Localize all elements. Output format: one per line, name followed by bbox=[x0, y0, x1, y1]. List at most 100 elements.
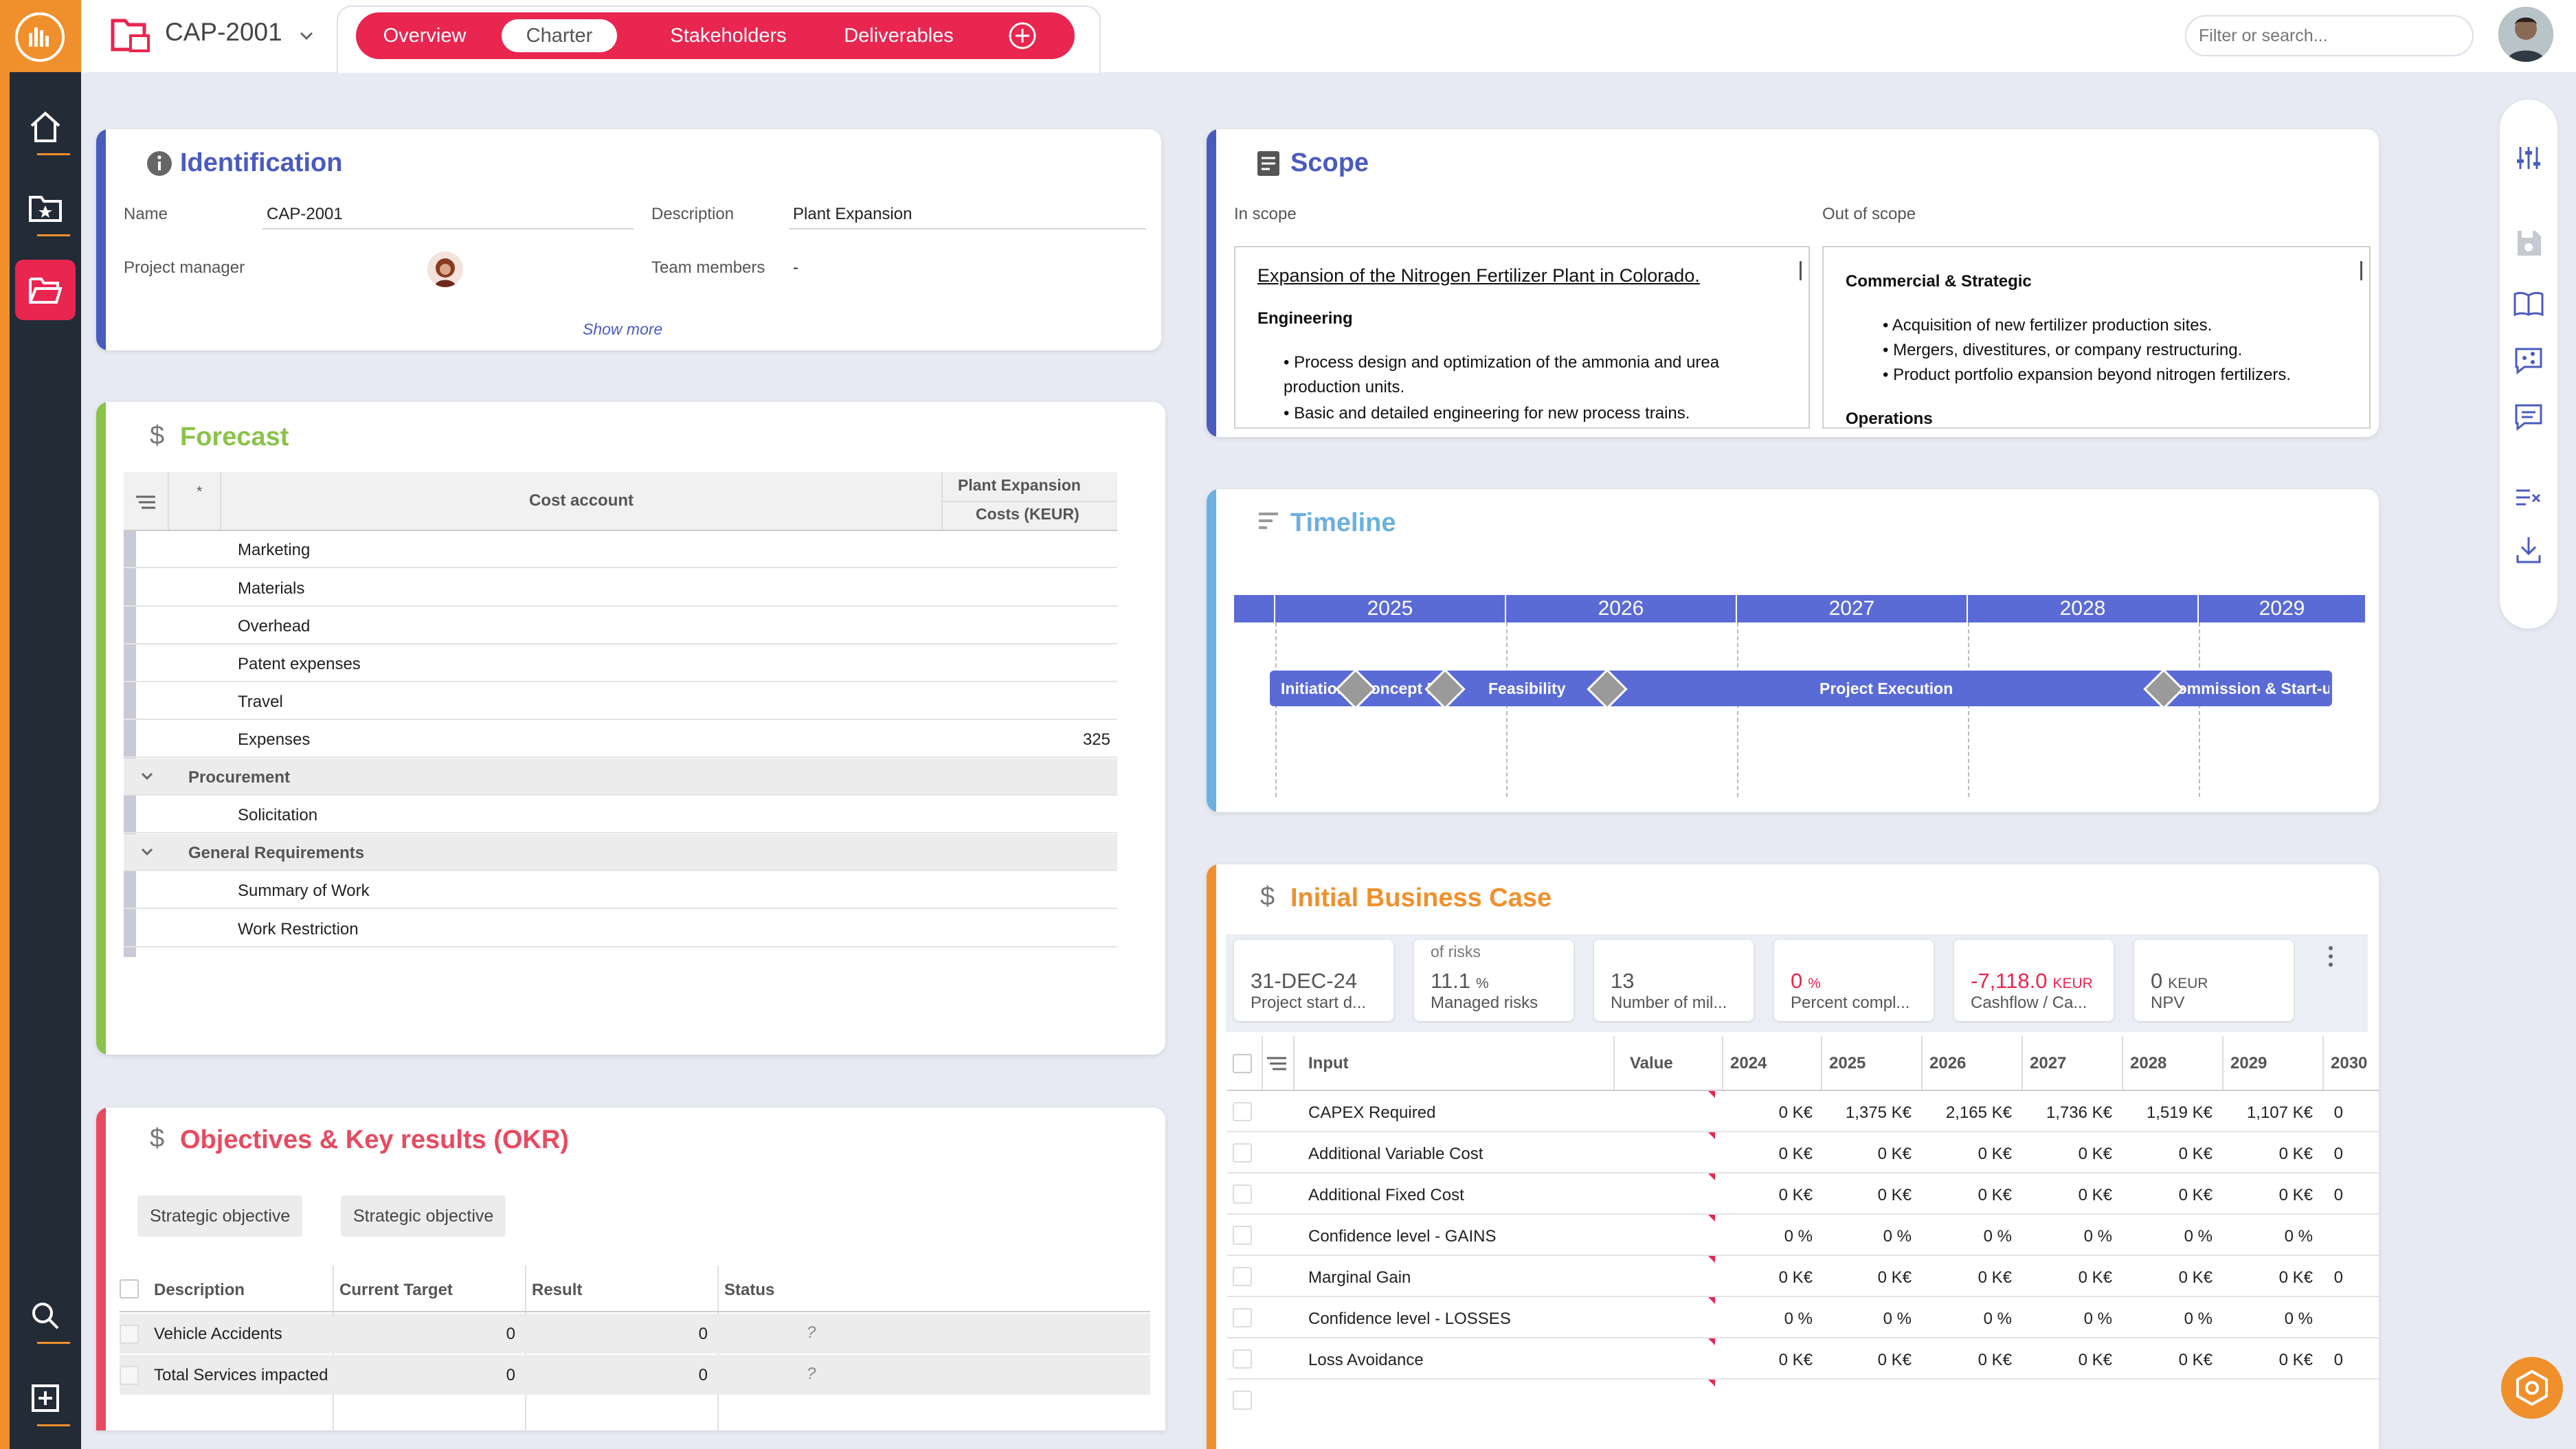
year-cell[interactable]: 0 K€ bbox=[2178, 1145, 2213, 1163]
year-cell[interactable]: 0 K€ bbox=[2178, 1351, 2213, 1369]
tab-deliverables[interactable]: Deliverables bbox=[844, 24, 954, 47]
search-input[interactable] bbox=[2185, 15, 2474, 56]
value-cell[interactable] bbox=[1613, 1132, 1722, 1172]
row-checkbox[interactable] bbox=[1233, 1349, 1252, 1369]
year-cell[interactable]: 0 % bbox=[1784, 1227, 1813, 1246]
year-cell[interactable]: 0 K€ bbox=[2078, 1186, 2112, 1204]
show-more-link[interactable]: Show more bbox=[583, 320, 663, 338]
table-row[interactable]: Loss Avoidance 0 K€ 0 K€ 0 K€ 0 K€ 0 K€ 0 K€ 0 bbox=[1227, 1338, 2379, 1380]
app-logo[interactable] bbox=[0, 0, 81, 72]
empty-row[interactable] bbox=[1227, 1380, 2379, 1421]
year-cell[interactable]: 0 % bbox=[2083, 1310, 2112, 1328]
table-row[interactable]: Marketing bbox=[124, 531, 1117, 568]
year-cell[interactable]: 0 % bbox=[1883, 1310, 1912, 1328]
save-icon[interactable] bbox=[2512, 227, 2545, 260]
group-row-procurement[interactable]: Procurement bbox=[124, 759, 1117, 796]
table-row[interactable]: Additional Variable Cost 0 K€ 0 K€ 0 K€ 0 K€… bbox=[1227, 1132, 2379, 1173]
year-cell[interactable]: 1,519 K€ bbox=[2146, 1103, 2213, 1122]
select-all-checkbox[interactable] bbox=[120, 1279, 139, 1299]
table-row[interactable]: Solicitation bbox=[124, 796, 1117, 833]
value-cell[interactable] bbox=[1613, 1215, 1722, 1255]
row-checkbox[interactable] bbox=[120, 1366, 139, 1385]
row-checkbox[interactable] bbox=[1233, 1143, 1252, 1162]
tab-stakeholders[interactable]: Stakeholders bbox=[670, 24, 787, 47]
message-icon[interactable] bbox=[2512, 400, 2545, 433]
project-code[interactable]: CAP-2001 bbox=[165, 18, 282, 46]
table-row[interactable]: Confidence level - LOSSES 0 % 0 % 0 % 0 % 0 %… bbox=[1227, 1297, 2379, 1338]
year-cell[interactable]: 0 bbox=[2333, 1268, 2343, 1287]
year-cell[interactable]: 0 K€ bbox=[1877, 1268, 1912, 1287]
year-cell[interactable]: 0 K€ bbox=[2278, 1145, 2313, 1163]
year-cell[interactable]: 0 K€ bbox=[2078, 1268, 2112, 1287]
year-cell[interactable]: 0 K€ bbox=[1978, 1268, 2012, 1287]
value-cell[interactable] bbox=[1613, 1256, 1722, 1296]
adjust-icon[interactable] bbox=[2512, 142, 2545, 175]
more-vertical-icon[interactable] bbox=[2325, 944, 2336, 969]
value-cell[interactable] bbox=[1613, 1338, 1722, 1378]
row-checkbox[interactable] bbox=[120, 1325, 139, 1344]
objective-chip[interactable]: Strategic objective bbox=[341, 1195, 506, 1237]
projects-button[interactable] bbox=[15, 260, 76, 320]
year-cell[interactable]: 0 K€ bbox=[2278, 1268, 2313, 1287]
name-field[interactable]: CAP-2001 bbox=[267, 205, 343, 223]
chevron-down-icon[interactable] bbox=[139, 844, 155, 860]
timeline-gantt-bar[interactable]: Initiation Concept Dev Feasibility Proje… bbox=[1270, 669, 2332, 710]
add-button[interactable] bbox=[10, 1367, 81, 1429]
year-cell[interactable]: 2,165 K€ bbox=[1945, 1103, 2012, 1122]
year-cell[interactable]: 0 K€ bbox=[1877, 1145, 1912, 1163]
row-checkbox[interactable] bbox=[1233, 1226, 1252, 1245]
value-cell[interactable] bbox=[1613, 1297, 1722, 1337]
checklist-icon[interactable] bbox=[2512, 481, 2545, 514]
year-cell[interactable]: 0 % bbox=[1983, 1310, 2012, 1328]
download-icon[interactable] bbox=[2512, 533, 2545, 566]
year-cell[interactable]: 0 K€ bbox=[2278, 1351, 2313, 1369]
year-cell[interactable]: 0 K€ bbox=[2278, 1186, 2313, 1204]
year-cell[interactable]: 0 % bbox=[2184, 1310, 2213, 1328]
year-cell[interactable]: 0 % bbox=[1983, 1227, 2012, 1246]
table-row[interactable]: CAPEX Required 0 K€ 1,375 K€ 2,165 K€ 1,736 … bbox=[1227, 1091, 2379, 1132]
tab-charter[interactable]: Charter bbox=[502, 19, 617, 52]
team-field[interactable]: - bbox=[793, 258, 798, 277]
tab-overview[interactable]: Overview bbox=[383, 24, 467, 47]
phase-label[interactable]: Commission & Start-up bbox=[2166, 679, 2329, 697]
kpi-managed-risks[interactable]: of risks 11.1% Managed risks bbox=[1414, 940, 1573, 1021]
table-row[interactable]: Materials bbox=[124, 570, 1117, 607]
in-scope-editor[interactable]: Expansion of the Nitrogen Fertilizer Pla… bbox=[1234, 246, 1810, 429]
book-icon[interactable] bbox=[2512, 287, 2545, 320]
table-row[interactable]: Travel bbox=[124, 683, 1117, 720]
year-cell[interactable]: 0 K€ bbox=[1778, 1186, 1813, 1204]
table-row[interactable]: Vehicle Accidents 0 0 ? bbox=[120, 1314, 1150, 1353]
year-cell[interactable]: 0 K€ bbox=[1778, 1145, 1813, 1163]
value-cell[interactable] bbox=[1613, 1173, 1722, 1213]
home-button[interactable] bbox=[10, 96, 81, 158]
year-cell[interactable]: 0 K€ bbox=[1778, 1103, 1813, 1122]
add-tab-icon[interactable] bbox=[1007, 21, 1038, 51]
table-row[interactable]: Expenses 325 bbox=[124, 721, 1117, 758]
year-cell[interactable]: 1,107 K€ bbox=[2246, 1103, 2313, 1122]
table-row[interactable]: Confidence level - GAINS 0 % 0 % 0 % 0 % 0 % 0… bbox=[1227, 1215, 2379, 1256]
table-row[interactable]: Work Restriction bbox=[124, 910, 1117, 947]
objective-chip[interactable]: Strategic objective bbox=[137, 1195, 303, 1237]
year-cell[interactable]: 0 K€ bbox=[1877, 1351, 1912, 1369]
year-cell[interactable]: 0 % bbox=[2083, 1227, 2112, 1246]
year-cell[interactable]: 0 bbox=[2333, 1145, 2343, 1163]
kpi-npv[interactable]: 0 KEUR NPV bbox=[2134, 940, 2294, 1021]
favorites-button[interactable] bbox=[10, 177, 81, 239]
select-all-checkbox[interactable] bbox=[1233, 1054, 1252, 1073]
year-cell[interactable]: 0 K€ bbox=[1978, 1145, 2012, 1163]
user-avatar[interactable] bbox=[2498, 7, 2553, 62]
pm-avatar[interactable] bbox=[427, 251, 463, 287]
year-cell[interactable]: 0 % bbox=[2284, 1227, 2313, 1246]
value-cell[interactable] bbox=[1613, 1091, 1722, 1131]
row-checkbox[interactable] bbox=[1233, 1308, 1252, 1327]
year-cell[interactable]: 0 K€ bbox=[1877, 1186, 1912, 1204]
year-cell[interactable]: 0 K€ bbox=[1778, 1351, 1813, 1369]
milestone-diamond[interactable] bbox=[1587, 669, 1628, 710]
help-button[interactable] bbox=[2501, 1357, 2563, 1419]
table-row[interactable]: Patent expenses bbox=[124, 645, 1117, 682]
kpi-project-start[interactable]: 31-DEC-24 Project start d... bbox=[1234, 940, 1393, 1021]
year-cell[interactable]: 0 K€ bbox=[1778, 1268, 1813, 1287]
share-comment-icon[interactable] bbox=[2512, 344, 2545, 377]
kpi-milestones[interactable]: 13 Number of mil... bbox=[1594, 940, 1754, 1021]
table-row[interactable]: Summary of Work bbox=[124, 872, 1117, 909]
